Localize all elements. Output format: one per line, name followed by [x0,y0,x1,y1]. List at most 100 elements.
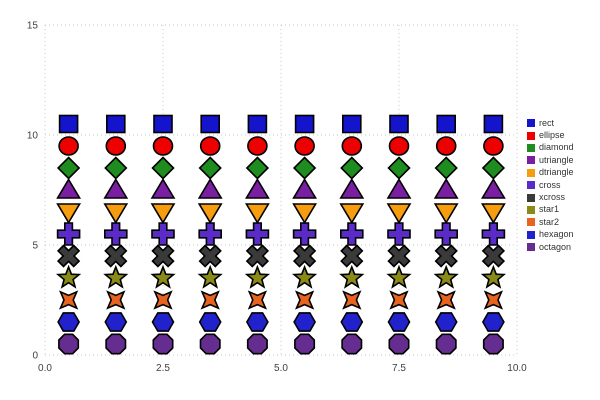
marker-rect [294,114,315,134]
marker-octagon [246,333,268,355]
marker-dtriangle [150,203,176,225]
marker-octagon [105,333,127,355]
marker-diamond [292,156,317,180]
legend-swatch-ellipse [527,131,535,140]
marker-diamond [245,156,270,180]
legend-item-star2: star2 [527,216,574,228]
x-tick-label: 5.0 [274,363,288,374]
marker-octagon [152,333,174,355]
marker-ellipse [483,136,504,156]
marker-utriangle [197,177,223,199]
marker-utriangle [56,177,82,199]
marker-star1 [55,264,82,289]
marker-octagon [341,333,363,355]
y-tick-label: 0 [32,351,38,362]
marker-ellipse [341,136,363,156]
marker-xcross [56,244,81,268]
marker-rect [58,114,79,134]
marker-utriangle [292,177,318,199]
marker-cross [198,222,222,246]
marker-cross [387,222,411,246]
legend-swatch-diamond [527,143,535,152]
marker-star1 [244,264,271,289]
marker-xcross [151,244,175,268]
marker-xcross [387,244,411,268]
marker-cross [151,222,175,246]
marker-rect [389,114,409,134]
legend-swatch-star1 [527,205,535,214]
marker-rect [200,114,220,134]
marker-star2 [483,290,504,310]
marker-utriangle [244,177,270,199]
marker-hexagon [340,312,364,332]
marker-hexagon [293,312,317,332]
marker-diamond [104,156,128,180]
marker-ellipse [152,136,174,156]
marker-star2 [294,290,315,310]
marker-hexagon [434,312,458,332]
x-tick-label: 7.5 [392,363,406,374]
legend-label: utriangle [539,154,574,165]
legend-item-rect: rect [527,117,574,129]
legend-item-dtriangle: dtriangle [527,167,574,179]
marker-star2 [200,290,220,310]
marker-cross [245,222,270,246]
marker-star1 [150,264,176,289]
marker-xcross [434,244,458,268]
marker-rect [153,114,173,134]
marker-diamond [56,156,81,180]
marker-dtriangle [339,203,365,225]
marker-cross [292,222,317,246]
marker-octagon [199,333,221,355]
marker-hexagon [387,312,411,332]
legend: rect ellipse diamond utriangle dtriangle cros… [527,117,574,253]
marker-utriangle [433,177,459,199]
marker-ellipse [58,136,79,156]
legend-label: diamond [539,142,574,153]
marker-diamond [198,156,222,180]
marker-cross [434,222,459,246]
marker-octagon [58,333,80,355]
marker-utriangle [339,177,365,199]
marker-hexagon [198,312,222,332]
marker-rect [436,114,457,134]
legend-item-ellipse: ellipse [527,129,574,141]
marker-hexagon [104,312,128,332]
legend-swatch-star2 [527,218,535,227]
legend-swatch-xcross [527,193,535,202]
marker-cross [104,222,128,246]
marker-star2 [436,290,456,310]
marker-star1 [433,264,459,289]
x-tick-label: 2.5 [156,363,170,374]
legend-item-diamond: diamond [527,142,574,154]
marker-diamond [434,156,458,180]
marker-hexagon [481,312,505,332]
marker-dtriangle [244,203,270,225]
marker-star1 [103,264,129,289]
y-tick-label: 5 [32,241,38,252]
marker-star1 [339,264,365,289]
marker-star2 [58,290,79,310]
marker-rect [341,114,362,134]
marker-utriangle [150,177,176,199]
marker-rect [483,114,504,134]
marker-star2 [247,290,268,310]
marker-dtriangle [56,203,82,225]
marker-xcross [245,244,270,268]
y-tick-label: 15 [27,21,39,32]
marker-dtriangle [386,203,412,225]
marker-xcross [481,244,506,268]
marker-star2 [106,290,126,310]
legend-item-xcross: xcross [527,191,574,203]
marker-ellipse [105,136,127,156]
marker-hexagon [151,312,175,332]
legend-item-cross: cross [527,179,574,191]
marker-dtriangle [480,203,506,225]
marker-star2 [153,290,173,310]
legend-label: cross [539,179,561,190]
marker-dtriangle [103,203,129,225]
legend-label: ellipse [539,130,565,141]
marker-cross [481,222,506,246]
